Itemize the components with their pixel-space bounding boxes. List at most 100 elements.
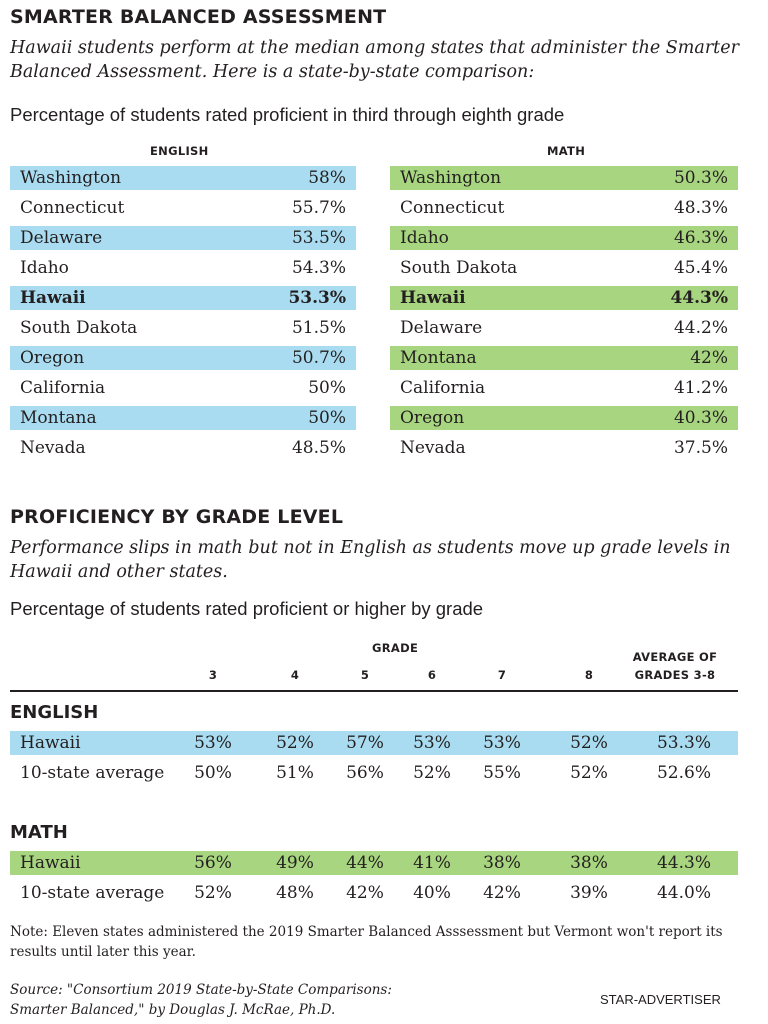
english-state-name: California — [20, 378, 106, 398]
grade-6-value: 41% — [413, 853, 451, 873]
english-row-montana: Montana 50% — [10, 406, 356, 430]
grade-row-label: 10-state average — [20, 883, 165, 903]
math-state-name: Montana — [400, 348, 477, 368]
grade-7-value: 38% — [483, 853, 521, 873]
grade-number-6: 6 — [427, 668, 437, 682]
math-row-idaho: Idaho 46.3% — [390, 226, 738, 250]
english-state-name: Washington — [20, 168, 122, 188]
english-state-value: 48.5% — [291, 438, 346, 458]
section2-intro-line1: Performance slips in math but not in Eng… — [10, 538, 731, 558]
english-state-value: 50% — [308, 378, 346, 398]
math-group-label: MATH — [10, 822, 68, 843]
grade-5-value: 57% — [346, 733, 384, 753]
math-state-value: 44.3% — [670, 288, 728, 308]
grade-4-value: 51% — [276, 763, 314, 783]
english-state-value: 58% — [308, 168, 346, 188]
math-state-value: 41.2% — [673, 378, 728, 398]
publisher-credit: STAR-ADVERTISER — [600, 992, 721, 1007]
math-state-value: 48.3% — [673, 198, 728, 218]
section2-title: PROFICIENCY BY GRADE LEVEL — [10, 506, 344, 528]
math-row-montana: Montana 42% — [390, 346, 738, 370]
grade-3-value: 50% — [194, 763, 232, 783]
english-state-name: Montana — [20, 408, 97, 428]
grade-5-value: 44% — [346, 853, 384, 873]
average-value: 44.3% — [656, 853, 711, 873]
grade-3-value: 56% — [194, 853, 232, 873]
math-state-name: Idaho — [400, 228, 449, 248]
average-header-line1: AVERAGE OF — [632, 650, 718, 664]
english-group-label: ENGLISH — [10, 702, 99, 723]
grade-3-value: 52% — [194, 883, 232, 903]
math-row-connecticut: Connecticut 48.3% — [390, 196, 738, 220]
math-state-value: 37.5% — [673, 438, 728, 458]
grade-7-value: 53% — [483, 733, 521, 753]
header-divider — [10, 690, 738, 692]
english-state-name: Idaho — [20, 258, 69, 278]
average-value: 44.0% — [656, 883, 711, 903]
grade-header: GRADE — [372, 641, 419, 655]
note-line2: results until later this year. — [10, 944, 196, 960]
grade-8-value: 39% — [570, 883, 608, 903]
english-state-name: Oregon — [20, 348, 85, 368]
english-state-name: Delaware — [20, 228, 103, 248]
english-state-name: Nevada — [20, 438, 86, 458]
math-state-name: Connecticut — [400, 198, 505, 218]
english-row-california: California 50% — [10, 376, 356, 400]
grade-number-3: 3 — [208, 668, 218, 682]
english-column-header: ENGLISH — [150, 144, 209, 158]
grade-4-value: 49% — [276, 853, 314, 873]
english-state-name: Hawaii — [20, 288, 86, 308]
section1-title: SMARTER BALANCED ASSESSMENT — [10, 6, 387, 28]
math-state-name: Oregon — [400, 408, 465, 428]
grade-7-value: 55% — [483, 763, 521, 783]
math-state-name: Delaware — [400, 318, 483, 338]
grade-6-value: 53% — [413, 733, 451, 753]
english-hawaii-row: Hawaii 53% 52% 57% 53% 53% 52% 53.3% — [10, 731, 738, 755]
english-state-value: 53.5% — [291, 228, 346, 248]
average-header-line2: GRADES 3-8 — [634, 668, 716, 682]
math-state-value: 42% — [690, 348, 728, 368]
note-line1: Note: Eleven states administered the 201… — [10, 924, 723, 940]
average-value: 52.6% — [656, 763, 711, 783]
math-state-value: 46.3% — [673, 228, 728, 248]
math-row-hawaii: Hawaii 44.3% — [390, 286, 738, 310]
grade-number-4: 4 — [290, 668, 300, 682]
math-row-nevada: Nevada 37.5% — [390, 436, 738, 460]
grade-8-value: 52% — [570, 733, 608, 753]
grade-row-label: Hawaii — [20, 853, 81, 873]
math-state-value: 44.2% — [673, 318, 728, 338]
math-row-washington: Washington 50.3% — [390, 166, 738, 190]
math-row-california: California 41.2% — [390, 376, 738, 400]
english-state-name: Connecticut — [20, 198, 125, 218]
math-column-header: MATH — [547, 144, 586, 158]
grade-8-value: 38% — [570, 853, 608, 873]
grade-row-label: 10-state average — [20, 763, 165, 783]
math-hawaii-row: Hawaii 56% 49% 44% 41% 38% 38% 44.3% — [10, 851, 738, 875]
grade-3-value: 53% — [194, 733, 232, 753]
math-row-south-dakota: South Dakota 45.4% — [390, 256, 738, 280]
math-state-value: 50.3% — [673, 168, 728, 188]
grade-number-5: 5 — [360, 668, 370, 682]
grade-row-label: Hawaii — [20, 733, 81, 753]
english-row-oregon: Oregon 50.7% — [10, 346, 356, 370]
source-line2: Smarter Balanced," by Douglas J. McRae, … — [10, 1002, 336, 1018]
english-row-washington: Washington 58% — [10, 166, 356, 190]
english-10-state-average-row: 10-state average 50% 51% 56% 52% 55% 52% 52.6% — [10, 761, 738, 785]
math-state-name: Washington — [400, 168, 502, 188]
grade-6-value: 40% — [413, 883, 451, 903]
math-state-value: 45.4% — [673, 258, 728, 278]
section2-intro-line2: Hawaii and other states. — [10, 562, 228, 582]
english-row-connecticut: Connecticut 55.7% — [10, 196, 356, 220]
grade-8-value: 52% — [570, 763, 608, 783]
grade-6-value: 52% — [413, 763, 451, 783]
grade-number-8: 8 — [584, 668, 594, 682]
section1-intro-line1: Hawaii students perform at the median am… — [10, 38, 739, 58]
english-row-hawaii: Hawaii 53.3% — [10, 286, 356, 310]
grade-4-value: 52% — [276, 733, 314, 753]
grade-5-value: 42% — [346, 883, 384, 903]
english-state-value: 50% — [308, 408, 346, 428]
math-state-name: Nevada — [400, 438, 466, 458]
section2-subtitle: Percentage of students rated proficient … — [10, 598, 484, 619]
grade-7-value: 42% — [483, 883, 521, 903]
english-row-delaware: Delaware 53.5% — [10, 226, 356, 250]
